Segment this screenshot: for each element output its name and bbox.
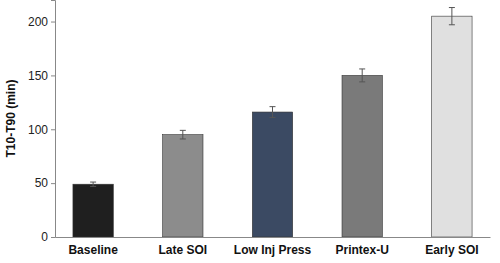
error-bar-path xyxy=(449,8,455,25)
x-tick-label: Low Inj Press xyxy=(234,243,312,257)
y-tick-label: 0 xyxy=(41,230,48,244)
error-bar xyxy=(180,130,186,139)
bar xyxy=(252,112,292,237)
bar xyxy=(163,135,203,237)
error-bar-path xyxy=(270,107,276,118)
y-axis: 0 50 100 150 200 xyxy=(28,1,56,245)
y-tick-mark xyxy=(51,129,55,130)
y-tick: 50 xyxy=(35,176,55,190)
chart: 0 50 100 150 200 Baseline Late SOI Low Inj Pres… xyxy=(0,0,500,263)
y-tick-label: 150 xyxy=(28,69,48,83)
x-tick-label: Printex-U xyxy=(336,243,389,257)
y-tick-mark xyxy=(51,22,55,23)
bar xyxy=(342,75,382,237)
y-tick-label: 100 xyxy=(28,123,48,137)
y-tick-label: 50 xyxy=(35,176,49,190)
y-tick-mark xyxy=(51,75,55,76)
y-tick-mark xyxy=(51,183,55,184)
error-bar xyxy=(90,182,96,186)
x-axis: Baseline Late SOI Low Inj Press Printex-U Ea… xyxy=(56,237,491,257)
x-tick-label: Early SOI xyxy=(425,243,478,257)
x-axis-line xyxy=(56,237,491,238)
error-bar xyxy=(270,107,276,118)
x-tick-label: Baseline xyxy=(68,243,118,257)
error-bar-path xyxy=(90,182,96,186)
y-tick-mark xyxy=(51,237,55,238)
y-tick: 0 xyxy=(41,230,55,244)
y-tick: 200 xyxy=(28,15,55,29)
x-tick: Late SOI xyxy=(158,237,207,257)
error-bar-path xyxy=(359,69,365,82)
bar xyxy=(432,16,472,237)
error-bar xyxy=(359,69,365,82)
bars xyxy=(73,8,472,237)
y-tick: 100 xyxy=(28,123,55,137)
x-tick-label: Late SOI xyxy=(158,243,207,257)
x-tick: Low Inj Press xyxy=(234,237,312,257)
error-bar-path xyxy=(180,130,186,139)
error-bar xyxy=(449,8,455,25)
x-tick: Printex-U xyxy=(336,237,389,257)
y-tick-label: 200 xyxy=(28,15,48,29)
x-tick: Early SOI xyxy=(425,237,478,257)
y-axis-line xyxy=(51,1,56,238)
x-tick: Baseline xyxy=(68,237,118,257)
bar xyxy=(73,184,113,237)
y-tick: 150 xyxy=(28,69,55,83)
y-axis-title: T10-T90 (min) xyxy=(4,79,18,157)
